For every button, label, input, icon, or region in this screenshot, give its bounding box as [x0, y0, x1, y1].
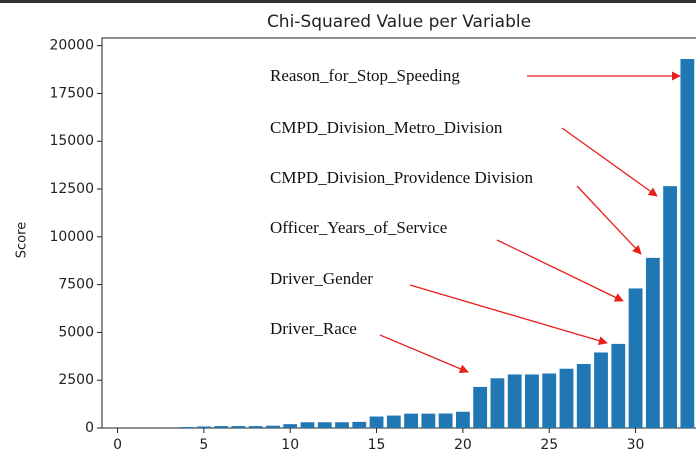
bar — [663, 186, 678, 428]
annotation: CMPD_Division_Metro_Division — [270, 118, 503, 137]
annotation-arrow — [561, 127, 658, 197]
bar — [352, 421, 367, 428]
bar — [455, 411, 470, 428]
annotation-arrow — [496, 239, 624, 302]
bar — [576, 363, 591, 428]
annotation: CMPD_Division_Providence Division — [270, 168, 534, 187]
bar — [248, 426, 263, 428]
bar — [335, 422, 349, 428]
bar — [594, 352, 608, 428]
bar — [680, 59, 695, 428]
bar — [196, 426, 211, 428]
bar — [317, 422, 332, 428]
annotation-arrow — [379, 334, 469, 374]
bar — [490, 378, 505, 428]
bar — [559, 368, 574, 428]
annotation: Driver_Gender — [270, 269, 373, 288]
bar — [525, 374, 539, 428]
x-tick-label: 25 — [540, 437, 558, 453]
x-tick-label: 30 — [627, 437, 645, 453]
x-tick-label: 0 — [113, 437, 122, 453]
chart-title: Chi-Squared Value per Variable — [267, 12, 531, 32]
bar — [231, 426, 246, 428]
bar — [645, 257, 660, 428]
x-tick-label: 10 — [281, 437, 299, 453]
bar — [421, 413, 436, 428]
bar — [611, 343, 626, 428]
annotation-arrow — [409, 284, 608, 346]
annotation-arrow — [576, 185, 642, 255]
bar — [266, 425, 280, 428]
bar — [473, 386, 488, 428]
y-tick-label: 17500 — [49, 85, 94, 101]
x-tick-label: 15 — [368, 437, 386, 453]
bar — [507, 374, 522, 428]
y-tick-label: 7500 — [58, 277, 94, 293]
bar — [300, 422, 315, 428]
y-tick-label: 10000 — [49, 229, 94, 245]
y-tick-label: 20000 — [49, 38, 94, 54]
bar — [542, 373, 557, 428]
annotation: Reason_for_Stop_Speeding — [270, 66, 460, 85]
bar — [386, 415, 401, 428]
bar — [628, 288, 643, 428]
bar — [438, 413, 453, 428]
bar — [283, 424, 298, 428]
y-tick-label: 15000 — [49, 133, 94, 149]
bar — [369, 416, 384, 428]
annotation: Officer_Years_of_Service — [270, 218, 447, 237]
bar — [179, 427, 194, 428]
annotation: Driver_Race — [270, 319, 357, 338]
y-tick-label: 12500 — [49, 181, 94, 197]
x-tick-label: 5 — [199, 437, 208, 453]
y-tick-label: 2500 — [58, 372, 94, 388]
x-tick-label: 20 — [454, 437, 472, 453]
top-border — [0, 0, 696, 3]
bar — [404, 413, 418, 428]
y-tick-label: 0 — [85, 420, 94, 436]
y-tick-label: 5000 — [58, 324, 94, 340]
bar — [214, 426, 229, 428]
y-axis-label: Score — [15, 222, 30, 258]
